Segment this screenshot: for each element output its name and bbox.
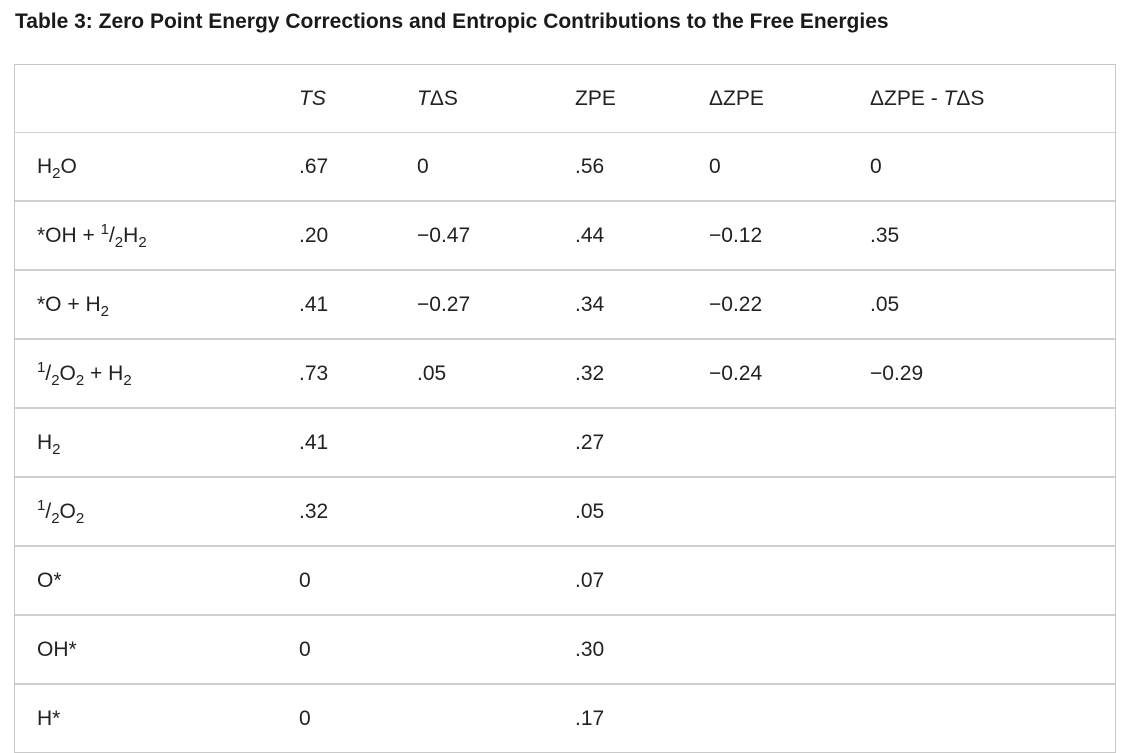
- zpe-cell: .34: [575, 270, 709, 340]
- ts-cell: .20: [299, 201, 417, 271]
- dzpe-cell: [709, 408, 870, 478]
- dzpe-minus-tds-cell: [870, 546, 1115, 616]
- dzpe-cell: [709, 477, 870, 547]
- dzpe-cell: −0.24: [709, 339, 870, 409]
- zpe-cell: .32: [575, 339, 709, 409]
- header-zpe: ZPE: [575, 65, 709, 133]
- table-row: *OH + 1/2H2 .20 −0.47 .44 −0.12 .35: [15, 201, 1115, 271]
- dzpe-cell: [709, 546, 870, 616]
- table-row: H2O .67 0 .56 0 0: [15, 132, 1115, 202]
- dzpe-cell: [709, 684, 870, 752]
- table-caption: Table 3: Zero Point Energy Corrections a…: [15, 10, 889, 33]
- ts-cell: .41: [299, 408, 417, 478]
- zpe-cell: .07: [575, 546, 709, 616]
- dzpe-minus-tds-cell: [870, 477, 1115, 547]
- zpe-cell: .44: [575, 201, 709, 271]
- ts-cell: .73: [299, 339, 417, 409]
- header-species: [15, 65, 299, 133]
- dzpe-cell: −0.22: [709, 270, 870, 340]
- tds-cell: [417, 408, 575, 478]
- table-row: H2 .41 .27: [15, 408, 1115, 478]
- tds-cell: [417, 477, 575, 547]
- ts-cell: .32: [299, 477, 417, 547]
- dzpe-minus-tds-cell: [870, 684, 1115, 752]
- table-row: O* 0 .07: [15, 546, 1115, 616]
- table-row: *O + H2 .41 −0.27 .34 −0.22 .05: [15, 270, 1115, 340]
- table-row: 1/2O2 + H2 .73 .05 .32 −0.24 −0.29: [15, 339, 1115, 409]
- dzpe-cell: 0: [709, 132, 870, 202]
- species-cell: 1/2O2: [15, 477, 299, 547]
- ts-cell: 0: [299, 615, 417, 685]
- header-row: TS TΔS ZPE ΔZPE ΔZPE - TΔS: [15, 65, 1115, 133]
- tds-cell: [417, 684, 575, 752]
- ts-cell: 0: [299, 706, 311, 730]
- species-cell: *O + H2: [15, 270, 299, 340]
- header-dzpe: ΔZPE: [709, 65, 870, 133]
- species-cell: O*: [15, 546, 299, 616]
- energy-table: TS TΔS ZPE ΔZPE ΔZPE - TΔS H2O .67 0 .56…: [14, 64, 1116, 753]
- dzpe-cell: −0.12: [709, 201, 870, 271]
- species-cell: OH*: [15, 615, 299, 685]
- dzpe-minus-tds-cell: .05: [870, 270, 1115, 340]
- header-tds: TΔS: [417, 65, 575, 133]
- dzpe-cell: [709, 615, 870, 685]
- dzpe-minus-tds-cell: .35: [870, 201, 1115, 271]
- ts-cell: .41: [299, 270, 417, 340]
- tds-cell: −0.27: [417, 270, 575, 340]
- dzpe-minus-tds-cell: 0: [870, 132, 1115, 202]
- tds-cell: 0: [417, 132, 575, 202]
- header-dzpe-minus-tds: ΔZPE - TΔS: [870, 65, 1115, 133]
- tds-cell: −0.47: [417, 201, 575, 271]
- zpe-cell: .56: [575, 132, 709, 202]
- species-cell: H2: [15, 408, 299, 478]
- tds-cell: [417, 546, 575, 616]
- tds-cell: [417, 615, 575, 685]
- species-cell: H*: [37, 706, 61, 730]
- dzpe-minus-tds-cell: −0.29: [870, 339, 1115, 409]
- table-row: 1/2O2 .32 .05: [15, 477, 1115, 547]
- zpe-cell: .27: [575, 408, 709, 478]
- species-cell: H2O: [15, 132, 299, 202]
- tds-cell: .05: [417, 339, 575, 409]
- zpe-cell: .30: [575, 615, 709, 685]
- zpe-cell: .17: [575, 706, 605, 730]
- dzpe-minus-tds-cell: [870, 615, 1115, 685]
- species-cell: 1/2O2 + H2: [15, 339, 299, 409]
- header-ts: TS: [299, 65, 417, 133]
- dzpe-minus-tds-cell: [870, 408, 1115, 478]
- ts-cell: .67: [299, 132, 417, 202]
- table-row: H* 0 .17: [15, 684, 1115, 752]
- species-cell: *OH + 1/2H2: [15, 201, 299, 271]
- zpe-cell: .05: [575, 477, 709, 547]
- ts-cell: 0: [299, 546, 417, 616]
- table-row: OH* 0 .30: [15, 615, 1115, 685]
